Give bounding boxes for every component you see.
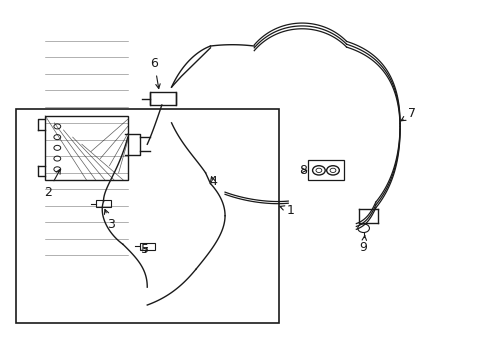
- Text: 5: 5: [141, 243, 148, 256]
- Text: 7: 7: [400, 107, 415, 121]
- Text: 3: 3: [104, 210, 115, 231]
- Bar: [307, 160, 344, 180]
- Text: 9: 9: [359, 235, 367, 255]
- Text: 1: 1: [279, 204, 294, 217]
- Text: 4: 4: [208, 175, 216, 188]
- Text: 8: 8: [298, 164, 306, 177]
- Bar: [16, 109, 278, 323]
- Text: 6: 6: [150, 57, 160, 89]
- Bar: [96, 201, 111, 207]
- Bar: [140, 243, 154, 249]
- Bar: [45, 116, 127, 180]
- Text: 2: 2: [43, 169, 60, 199]
- Bar: [149, 93, 176, 105]
